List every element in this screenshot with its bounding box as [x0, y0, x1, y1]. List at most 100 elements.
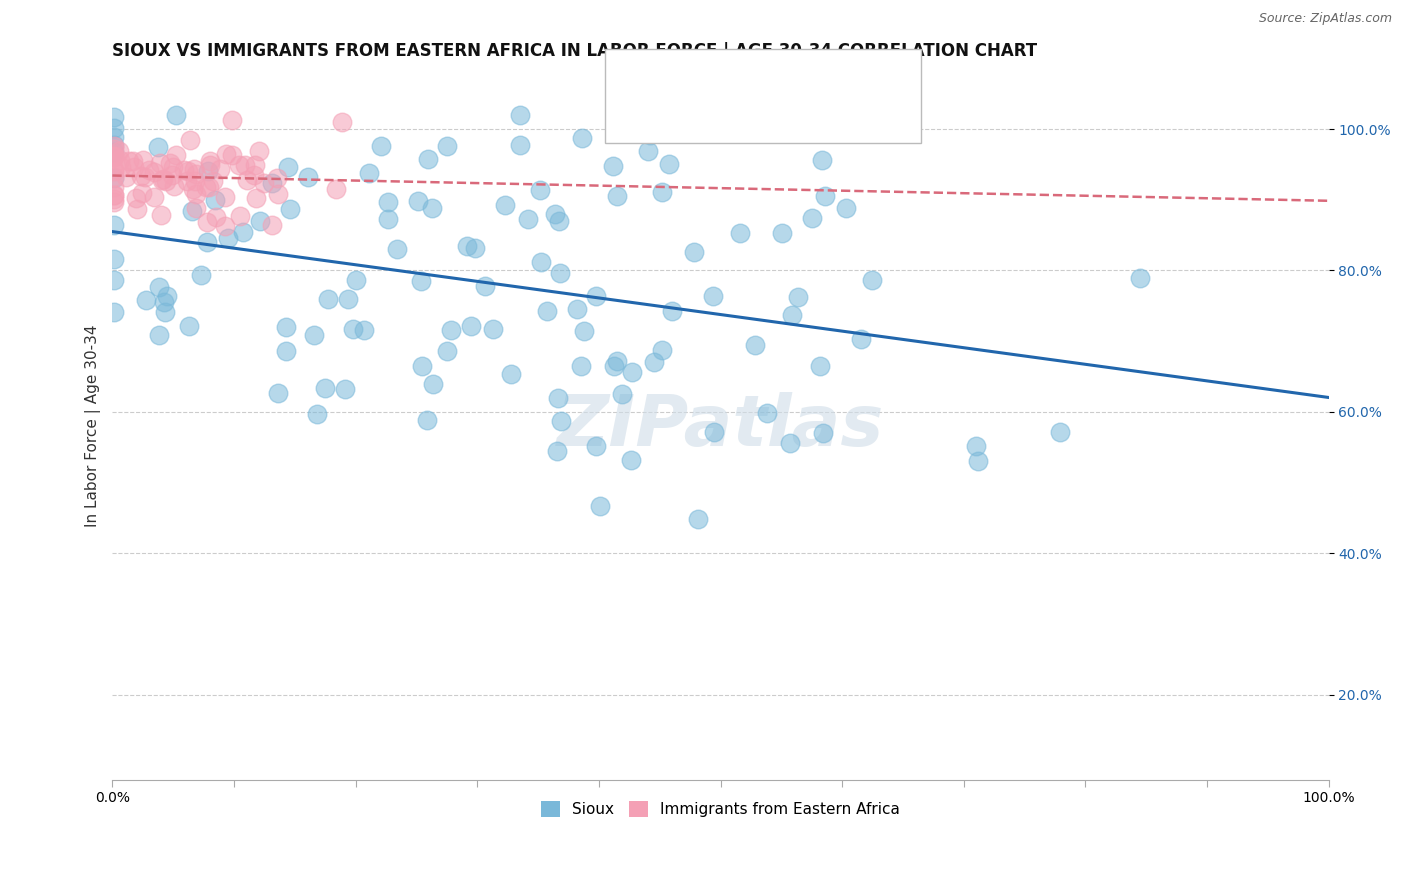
Point	[406, 194, 429, 208]
Point	[686, 511, 709, 525]
Point	[585, 439, 607, 453]
Point	[835, 201, 858, 215]
Point	[1049, 425, 1071, 439]
Point	[131, 186, 153, 200]
Point	[643, 355, 665, 369]
Point	[456, 239, 478, 253]
Point	[214, 219, 236, 234]
Point	[163, 179, 186, 194]
Point	[115, 169, 138, 184]
Point	[703, 425, 725, 439]
Point	[314, 381, 336, 395]
Point	[247, 145, 270, 159]
Point	[198, 153, 221, 168]
Point	[125, 191, 148, 205]
Point	[103, 150, 125, 164]
Point	[571, 131, 593, 145]
Point	[494, 198, 516, 212]
Point	[416, 413, 439, 427]
Point	[547, 214, 569, 228]
Point	[103, 218, 125, 232]
Point	[236, 172, 259, 186]
Text: R =: R =	[654, 120, 688, 135]
Text: SIOUX VS IMMIGRANTS FROM EASTERN AFRICA IN LABOR FORCE | AGE 30-34 CORRELATION C: SIOUX VS IMMIGRANTS FROM EASTERN AFRICA …	[112, 42, 1038, 60]
Point	[325, 182, 347, 196]
Point	[253, 176, 276, 190]
Point	[228, 158, 250, 172]
Text: N =: N =	[773, 120, 807, 135]
Point	[811, 153, 834, 168]
Point	[150, 208, 173, 222]
Point	[245, 158, 267, 172]
Point	[547, 392, 569, 406]
Point	[420, 201, 443, 215]
Point	[297, 170, 319, 185]
Point	[589, 499, 612, 513]
Text: -0.058: -0.058	[703, 120, 758, 135]
Point	[103, 162, 125, 177]
Point	[103, 138, 125, 153]
Point	[179, 318, 201, 333]
Point	[544, 207, 567, 221]
Point	[744, 337, 766, 351]
Point	[567, 301, 589, 316]
Point	[965, 439, 987, 453]
Legend: Sioux, Immigrants from Eastern Africa: Sioux, Immigrants from Eastern Africa	[534, 794, 907, 825]
Point	[266, 385, 288, 400]
Point	[155, 174, 177, 188]
Point	[110, 161, 132, 175]
Text: -0.251: -0.251	[703, 73, 758, 87]
Point	[152, 172, 174, 186]
Point	[124, 160, 146, 174]
Point	[585, 289, 607, 303]
Point	[316, 292, 339, 306]
Point	[132, 153, 155, 167]
Point	[103, 120, 125, 135]
Point	[411, 359, 433, 374]
Point	[436, 139, 458, 153]
Point	[278, 202, 301, 216]
Point	[233, 158, 256, 172]
Point	[1129, 271, 1152, 285]
Point	[474, 279, 496, 293]
Point	[330, 115, 353, 129]
Point	[851, 332, 873, 346]
Point	[661, 304, 683, 318]
Point	[529, 183, 551, 197]
Point	[217, 231, 239, 245]
Point	[550, 414, 572, 428]
Point	[702, 289, 724, 303]
Point	[779, 435, 801, 450]
Point	[728, 226, 751, 240]
Point	[198, 158, 221, 172]
Point	[176, 174, 198, 188]
Point	[214, 190, 236, 204]
Text: R =: R =	[654, 73, 688, 87]
Point	[572, 324, 595, 338]
Point	[134, 170, 156, 185]
Point	[530, 255, 553, 269]
Point	[860, 273, 883, 287]
Point	[274, 320, 297, 334]
Point	[517, 211, 540, 226]
Point	[179, 133, 201, 147]
Point	[302, 327, 325, 342]
Point	[377, 195, 399, 210]
Point	[146, 139, 169, 153]
Point	[422, 377, 444, 392]
Point	[150, 173, 173, 187]
Text: 121: 121	[820, 73, 852, 87]
Point	[651, 343, 673, 358]
Point	[184, 187, 207, 202]
Point	[274, 343, 297, 358]
Point	[602, 159, 624, 173]
Point	[359, 166, 381, 180]
Point	[148, 327, 170, 342]
Text: ■: ■	[626, 118, 644, 137]
Point	[184, 174, 207, 188]
Point	[808, 359, 831, 374]
Point	[129, 169, 152, 184]
Point	[103, 170, 125, 185]
Point	[165, 108, 187, 122]
Point	[103, 252, 125, 266]
